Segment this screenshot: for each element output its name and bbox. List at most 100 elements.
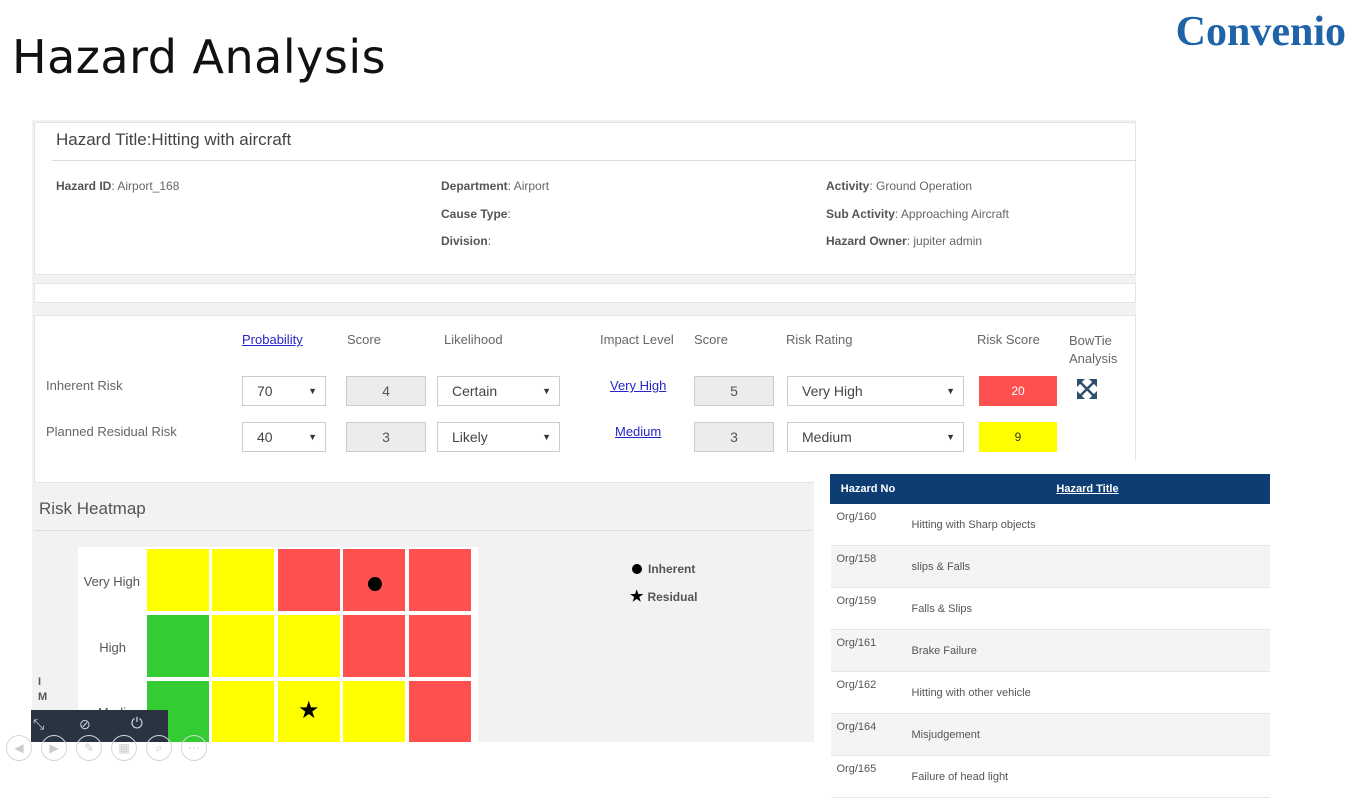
heatmap-cell [342,614,406,678]
table-row[interactable]: Org/159 Falls & Slips [830,587,1270,630]
cause-type-field: Cause Type: [441,207,511,221]
impact-score-input-inherent: 5 [694,376,774,406]
hazard-owner-field: Hazard Owner: jupiter admin [826,234,983,248]
hazard-no-cell: Org/161 [830,629,906,672]
heatmap-cell-inherent [342,548,406,612]
score-input-residual: 3 [346,422,426,452]
risk-rating-select-inherent[interactable]: Very High ▼ [787,376,964,406]
heatmap-cell [277,614,341,678]
previous-slide-icon[interactable]: ◀ [6,735,32,761]
expand-icon[interactable]: ⤡ [33,716,45,732]
table-row[interactable]: Org/160 Hitting with Sharp objects [830,503,1270,546]
planned-residual-risk-label: Planned Residual Risk [46,424,177,439]
legend-inherent: Inherent [632,562,695,576]
spacer-panel [34,283,1136,303]
hazard-details-panel [34,122,1136,275]
impact-score-header: Score [694,332,728,347]
legend-residual: ★ Residual [630,588,698,605]
probability-select-residual[interactable]: 40 ▼ [242,422,326,452]
hazard-title-header[interactable]: Hazard Title [905,474,1270,504]
hazard-title-cell: Brake Failure [905,629,1270,672]
hazard-title-cell: Misjudgement [905,713,1270,756]
slideshow-nav: ◀ ▶ ✎ ▦ ⌕ ⋯ [6,735,216,761]
inherent-marker-icon [368,577,382,591]
hazard-title-cell: slips & Falls [905,545,1270,588]
table-row[interactable]: Org/162 Hitting with other vehicle [830,671,1270,714]
hazard-title-cell: Failure of head light [905,755,1270,798]
heatmap-cell [211,680,275,743]
risk-score-header: Risk Score [977,332,1040,347]
star-icon: ★ [630,588,644,605]
hazard-no-cell: Org/159 [830,587,906,630]
divider [34,530,812,531]
hazard-no-header[interactable]: Hazard No [830,474,906,504]
heatmap-cell [277,548,341,612]
score-header: Score [347,332,381,347]
impact-level-link-residual[interactable]: Medium [615,424,662,439]
table-row[interactable]: Org/165 Failure of head light [830,755,1270,798]
power-icon[interactable]: ⏻ [131,715,143,732]
heatmap-cell [146,614,210,678]
heatmap-y-label-high: High [99,640,126,655]
slides-grid-icon[interactable]: ▦ [111,735,137,761]
activity-field: Activity: Ground Operation [826,179,973,193]
heatmap-cell [408,548,472,612]
sub-activity-field: Sub Activity: Approaching Aircraft [826,207,1009,221]
dropdown-arrow-icon: ▼ [946,386,955,396]
department-field: Department: Airport [441,179,550,193]
heatmap-cell [408,680,472,743]
slide-title: Hazard Analysis [12,30,387,84]
probability-header[interactable]: Probability [242,332,303,347]
residual-marker-icon: ★ [298,697,320,724]
heatmap-cell [211,614,275,678]
heatmap-cell-residual: ★ [277,680,341,743]
likelihood-select-residual[interactable]: Likely ▼ [437,422,560,452]
heatmap-cell [146,548,210,612]
risk-rating-header: Risk Rating [786,332,853,347]
zoom-icon[interactable]: ⌕ [146,735,172,761]
risk-heatmap-title: Risk Heatmap [39,499,146,518]
circle-icon [632,564,642,574]
probability-select-inherent[interactable]: 70 ▼ [242,376,326,406]
table-row[interactable]: Org/164 Misjudgement [830,713,1270,756]
risk-score-badge-residual: 9 [979,422,1057,452]
hazard-title: Hazard Title:Hitting with aircraft [56,130,292,149]
dropdown-arrow-icon: ▼ [542,432,551,442]
hazard-id-field: Hazard ID: Airport_168 [56,179,180,193]
more-options-icon[interactable]: ⋯ [181,735,207,761]
divider [52,160,1136,161]
impact-level-link-inherent[interactable]: Very High [610,378,667,393]
score-input-inherent: 4 [346,376,426,406]
pen-icon[interactable]: ✎ [76,735,102,761]
dropdown-arrow-icon: ▼ [308,386,317,396]
hazard-no-cell: Org/158 [830,545,906,588]
hide-icon[interactable]: ⊘ [79,716,91,732]
convenio-logo: Convenio [1175,9,1346,55]
likelihood-header: Likelihood [444,332,503,347]
division-field: Division: [441,234,492,248]
hazard-title-cell: Hitting with other vehicle [905,671,1270,714]
dropdown-arrow-icon: ▼ [308,432,317,442]
heatmap-cell [408,614,472,678]
next-slide-icon[interactable]: ▶ [41,735,67,761]
heatmap-cell [211,548,275,612]
inherent-risk-label: Inherent Risk [46,378,123,393]
risk-rating-select-residual[interactable]: Medium ▼ [787,422,964,452]
bowtie-analysis-header: BowTie Analysis [1069,333,1118,366]
expand-arrows-icon[interactable] [1075,377,1099,406]
dropdown-arrow-icon: ▼ [946,432,955,442]
hazard-no-cell: Org/164 [830,713,906,756]
heatmap-cell [342,680,406,743]
table-row[interactable]: Org/161 Brake Failure [830,629,1270,672]
risk-score-badge-inherent: 20 [979,376,1057,406]
risk-assessment-panel [34,315,1136,483]
table-row[interactable]: Org/158 slips & Falls [830,545,1270,588]
impact-score-input-residual: 3 [694,422,774,452]
impact-level-header: Impact Level [600,332,674,347]
heatmap-axis-letter: M [38,691,48,703]
hazard-title-cell: Hitting with Sharp objects [905,503,1270,546]
dropdown-arrow-icon: ▼ [542,386,551,396]
heatmap-y-label-very-high: Very High [83,574,140,589]
hazard-title-cell: Falls & Slips [905,587,1270,630]
likelihood-select-inherent[interactable]: Certain ▼ [437,376,560,406]
